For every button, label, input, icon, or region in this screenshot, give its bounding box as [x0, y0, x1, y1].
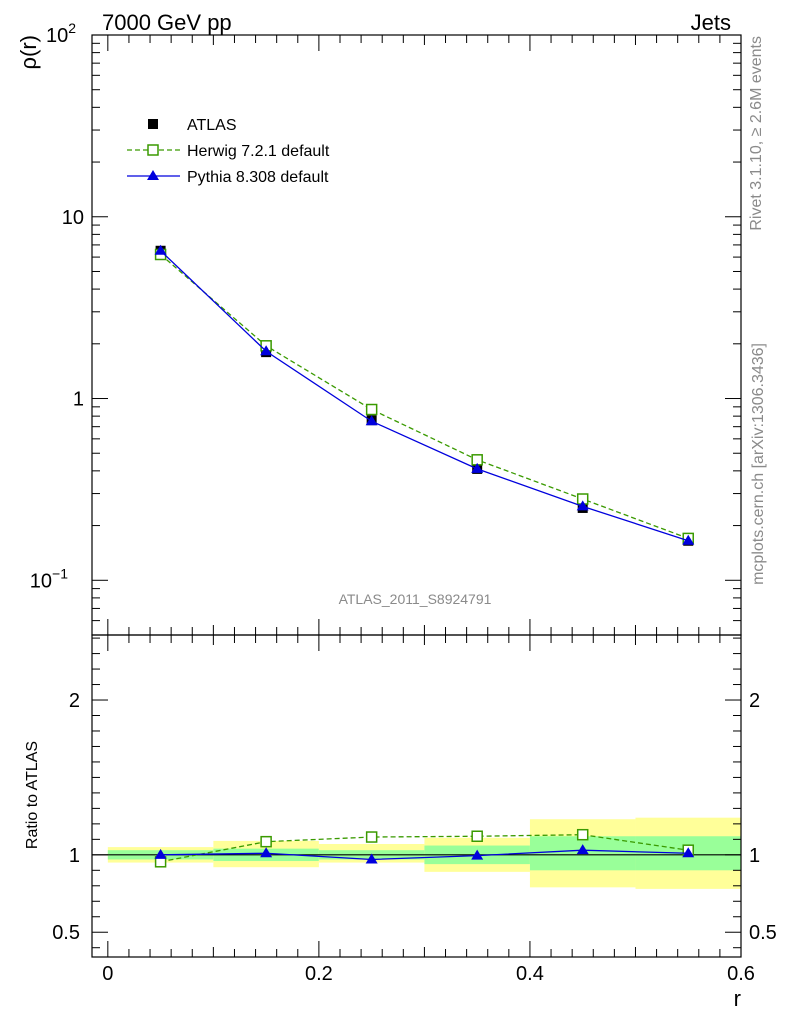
- x-tick-label: 0.2: [305, 963, 333, 985]
- pythia-point: [365, 415, 378, 426]
- pythia-line: [160, 250, 689, 542]
- title-left: 7000 GeV pp: [102, 10, 232, 35]
- y-tick-label: 1: [73, 389, 84, 411]
- ratio-y-tick-label-right: 0.5: [749, 922, 777, 944]
- ratio-y-tick-label-left: 0.5: [52, 922, 80, 944]
- pythia-point: [154, 244, 167, 255]
- legend-marker: [147, 170, 159, 180]
- ratio-panel-axes: 2 2 1 1 0.5 0.5 0 0.2 0.4 0.6: [52, 634, 777, 985]
- ratio-panel-frame: [91, 634, 742, 958]
- pythia-ratio-point: [260, 847, 273, 858]
- ratio-y-tick-label-right: 1: [749, 845, 760, 867]
- ratio-panel-series: [154, 828, 695, 868]
- y-axis-label-ratio: Ratio to ATLAS: [24, 741, 41, 849]
- title-right: Jets: [691, 10, 731, 35]
- legend-marker: [148, 119, 158, 129]
- pythia-ratio-point: [471, 849, 484, 860]
- y-tick-label: 102: [46, 20, 76, 47]
- pythia-point: [576, 500, 589, 511]
- ratio-y-tick-label-right: 2: [749, 690, 760, 712]
- herwig-ratio-point: [471, 830, 483, 842]
- herwig-ratio-line: [160, 834, 689, 863]
- pythia-point: [260, 345, 273, 356]
- herwig-ratio-point: [576, 828, 589, 841]
- legend-label: Pythia 8.308 default: [187, 169, 329, 186]
- legend-label: ATLAS: [187, 117, 237, 134]
- x-tick-label: 0.6: [727, 963, 755, 985]
- herwig-point: [365, 403, 378, 416]
- pythia-point: [682, 534, 695, 545]
- pythia-point: [471, 462, 484, 473]
- pythia-ratio-point: [682, 847, 695, 858]
- main-panel-series: [154, 244, 695, 546]
- x-tick-label: 0.4: [516, 963, 544, 985]
- legend-marker: [147, 144, 159, 156]
- herwig-line: [160, 254, 689, 540]
- pythia-ratio-point: [365, 853, 378, 864]
- x-axis-label: r: [734, 986, 741, 1011]
- main-panel-axes: 102 10 1 10−1: [30, 20, 742, 636]
- rivet-label: Rivet 3.1.10, ≥ 2.6M events: [748, 36, 765, 231]
- y-tick-label: 10: [62, 207, 84, 229]
- legend: ATLAS Herwig 7.2.1 default Pythia 8.308 de…: [127, 117, 330, 186]
- pythia-ratio-point: [154, 848, 167, 859]
- ratio-y-tick-label-left: 2: [69, 690, 80, 712]
- herwig-ratio-point: [260, 835, 272, 848]
- annotation-analysis-id: ATLAS_2011_S8924791: [339, 591, 492, 607]
- pythia-ratio-line: [160, 849, 689, 861]
- legend-label: Herwig 7.2.1 default: [187, 143, 330, 160]
- mcplots-label: mcplots.cern.ch [arXiv:1306.3436]: [750, 343, 767, 585]
- y-tick-label: 10−1: [30, 565, 68, 592]
- y-axis-label-main: ρ(r): [16, 35, 41, 70]
- pythia-ratio-point: [576, 844, 589, 855]
- x-tick-label: 0: [102, 963, 113, 985]
- herwig-ratio-point: [365, 831, 378, 843]
- ratio-y-tick-label-left: 1: [69, 845, 80, 867]
